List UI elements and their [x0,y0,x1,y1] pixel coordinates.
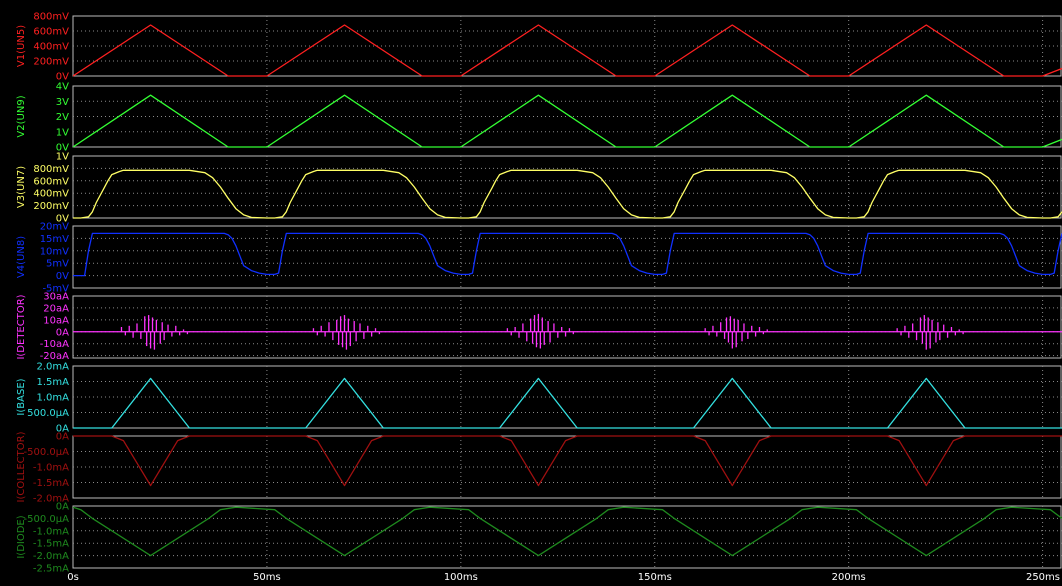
y-tick-label: 200mV [33,57,69,68]
y-tick-label: 30aA [43,292,69,303]
trace-group [73,506,1062,557]
x-tick-label: 250ms [1026,572,1060,583]
y-tick-label: 1.0mA [37,393,70,404]
plot-panel-i_base: 2.0mA 1.5mA 1.0mA 500.0µA 0A I(BASE) [16,362,1062,435]
y-tick-label: 1V [56,127,69,138]
y-tick-label: 0V [56,72,69,83]
trace-group [73,377,1062,429]
y-tick-label: 20aA [43,303,69,314]
y-tick-label: 5mV [46,259,69,270]
y-tick-label: 800mV [33,164,69,175]
y-tick-label: -2.5mA [33,564,69,575]
y-tick-label: 0A [56,502,69,513]
x-tick-label: 150ms [638,572,672,583]
y-tick-label: 10mV [40,246,69,257]
y-tick-label: 10aA [43,315,69,326]
y-tick-label: -5mV [42,284,69,295]
y-tick-label: 1V [56,152,69,163]
y-tick-label: 600mV [33,27,69,38]
plot-frame [72,155,1062,219]
y-tick-label: 200mV [33,201,69,212]
y-axis-label: I(BASE) [16,378,27,415]
series-line [73,435,1062,487]
y-axis-label: I(COLLECTOR) [16,431,27,502]
y-tick-label: 800mV [33,12,69,23]
plot-panel-v1: 800mV 600mV 400mV 200mV 0V V1(UN5) [16,12,1062,83]
y-tick-label: -1.0mA [33,526,69,537]
y-tick-label: 0A [56,424,69,435]
plot-frame [72,225,1062,289]
y-tick-label: 500.0µA [27,408,69,419]
y-axis-label: V3(UN7) [16,166,27,208]
series-line [73,94,1062,148]
plot-panel-i_diode: 0A-500.0µA-1.0mA -1.5mA-2.0mA -2.5mA I(DIOD… [16,502,1062,575]
x-tick-label: 50ms [253,572,281,583]
y-tick-label: 2V [56,112,69,123]
y-tick-label: 0V [56,214,69,225]
series-line [73,232,1062,277]
y-tick-label: 0A [56,432,69,443]
plot-panel-v2: 4V 3V 2V 1V 0V V2(UN9) [16,82,1062,154]
y-axis-label: V2(UN9) [16,95,27,137]
y-tick-label: 400mV [33,189,69,200]
y-tick-label: 0A [56,327,69,338]
series-line [73,506,1062,557]
y-tick-label: -500.0µA [24,514,70,525]
y-axis-label: I(DETECTOR) [16,294,27,359]
y-tick-label: 0V [56,143,69,154]
y-tick-label: 400mV [33,42,69,53]
plot-stack: 800mV600mV400mV200mV0VV1(UN5)4V3V2V1V0VV… [16,12,1062,575]
trace-group [73,313,1062,350]
trace-group [73,232,1062,277]
y-tick-label: -1.5mA [33,539,69,550]
series-line [73,169,1062,219]
y-axis-label: I(DIODE) [16,515,27,558]
y-axis-label: V4(UN8) [16,236,27,278]
y-tick-label: 2.0mA [37,362,70,373]
trace-group [73,169,1062,219]
y-tick-label: -2.0mA [33,494,69,505]
trace-group [73,94,1062,148]
x-tick-label: 0s [67,572,79,583]
plot-frame [72,295,1062,359]
y-tick-label: 600mV [33,176,69,187]
x-axis: 0s 50ms 100ms 150ms 200ms 250ms [67,572,1060,583]
y-tick-label: -2.0mA [33,551,69,562]
y-tick-label: 4V [56,82,69,93]
y-tick-label: -1.5mA [33,478,69,489]
plot-panel-i_collector: 0A -500.0µA -1.0mA -1.5mA -2.0mA I(COLLECTOR) [16,431,1062,505]
x-tick-label: 200ms [832,572,866,583]
y-tick-label: 20mV [40,222,69,233]
y-tick-label: 0V [56,271,69,282]
y-tick-label: -10aA [40,339,69,350]
trace-group [73,435,1062,487]
series-line [73,24,1062,77]
y-tick-label: 15mV [40,234,69,245]
y-tick-label: -20aA [40,351,69,362]
trace-group [73,24,1062,77]
y-tick-label: -500.0µA [24,447,70,458]
y-tick-label: 1.5mA [37,377,70,388]
series-line [73,377,1062,429]
plot-frame [72,505,1062,569]
y-axis-label: V1(UN5) [16,25,27,67]
x-tick-label: 100ms [444,572,478,583]
y-tick-label: 3V [56,97,69,108]
y-tick-label: -1.0mA [33,463,69,474]
